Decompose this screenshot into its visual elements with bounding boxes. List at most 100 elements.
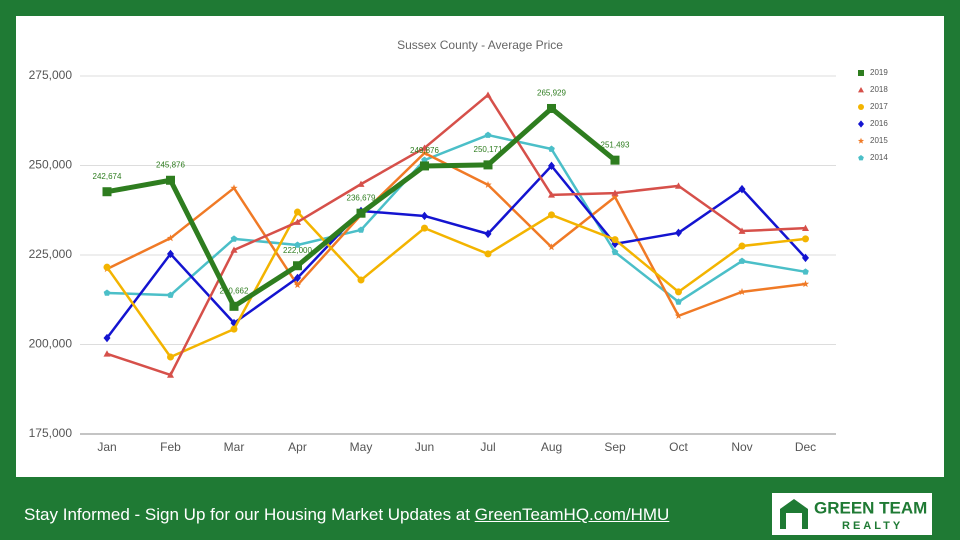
marker bbox=[858, 87, 864, 93]
data-label: 222,000 bbox=[283, 246, 312, 255]
marker bbox=[421, 156, 428, 163]
marker bbox=[421, 144, 428, 151]
marker bbox=[611, 248, 619, 255]
logo-graphic: GREEN TEAM REALTY bbox=[780, 498, 927, 532]
marker bbox=[294, 208, 301, 216]
marker bbox=[802, 253, 809, 263]
marker bbox=[294, 218, 301, 225]
marker bbox=[611, 189, 619, 196]
x-tick-label: Jan bbox=[97, 440, 116, 454]
marker bbox=[857, 137, 865, 144]
marker bbox=[675, 228, 682, 238]
chart-title: Sussex County - Average Price bbox=[397, 38, 563, 52]
marker bbox=[548, 211, 555, 219]
marker bbox=[611, 236, 619, 244]
footer-lead: Stay Informed - Sign Up for our Housing … bbox=[24, 505, 475, 524]
marker bbox=[858, 120, 864, 128]
x-tick-label: Sep bbox=[604, 440, 626, 454]
data-label: 250,171 bbox=[474, 145, 503, 154]
marker bbox=[547, 103, 556, 113]
marker bbox=[356, 208, 366, 218]
legend-label: 2016 bbox=[870, 119, 888, 128]
x-tick-label: Aug bbox=[541, 440, 562, 454]
legend-label: 2017 bbox=[870, 102, 888, 111]
y-tick-label: 275,000 bbox=[29, 68, 73, 82]
marker bbox=[167, 291, 174, 298]
marker bbox=[738, 242, 746, 250]
marker bbox=[293, 261, 302, 271]
marker bbox=[738, 227, 746, 234]
x-tick-label: Feb bbox=[160, 440, 181, 454]
chart: Sussex County - Average Price 175,000 200… bbox=[16, 16, 944, 477]
marker bbox=[167, 353, 174, 361]
marker bbox=[858, 70, 864, 76]
y-tick-label: 250,000 bbox=[29, 158, 73, 172]
marker bbox=[675, 182, 682, 189]
logo: GREEN TEAM REALTY bbox=[772, 493, 932, 535]
footer-link[interactable]: GreenTeamHQ.com/HMU bbox=[474, 505, 670, 524]
marker bbox=[801, 280, 810, 288]
marker bbox=[738, 288, 746, 295]
legend-label: 2019 bbox=[870, 68, 888, 77]
footer-text: Stay Informed - Sign Up for our Housing … bbox=[24, 505, 669, 525]
marker bbox=[166, 175, 175, 185]
data-label: 249,876 bbox=[410, 146, 439, 155]
legend-label: 2018 bbox=[870, 85, 888, 94]
series-line bbox=[106, 93, 806, 377]
marker bbox=[548, 191, 555, 198]
marker bbox=[293, 281, 302, 289]
y-tick-label: 175,000 bbox=[29, 426, 73, 440]
series-line bbox=[105, 210, 806, 359]
marker bbox=[357, 276, 365, 284]
marker bbox=[802, 235, 809, 243]
logo-house bbox=[780, 499, 808, 529]
marker bbox=[357, 180, 365, 187]
marker bbox=[421, 224, 428, 232]
marker bbox=[103, 350, 111, 357]
data-label: 242,674 bbox=[93, 172, 122, 181]
marker bbox=[484, 180, 492, 188]
marker bbox=[103, 289, 111, 296]
marker bbox=[610, 155, 620, 165]
marker bbox=[484, 131, 492, 138]
marker bbox=[230, 184, 238, 192]
marker bbox=[548, 145, 555, 152]
marker bbox=[167, 371, 174, 378]
legend-label: 2014 bbox=[870, 153, 888, 162]
legend-label: 2015 bbox=[870, 136, 888, 145]
data-label: 265,929 bbox=[537, 89, 566, 98]
y-tick-label: 200,000 bbox=[29, 337, 73, 351]
marker bbox=[738, 257, 746, 264]
chart-panel bbox=[16, 16, 944, 477]
marker bbox=[738, 184, 746, 194]
marker bbox=[858, 104, 864, 110]
data-label: 236,679 bbox=[347, 193, 376, 202]
marker bbox=[484, 91, 492, 98]
marker bbox=[858, 155, 864, 161]
marker bbox=[166, 234, 175, 242]
data-label: 245,876 bbox=[156, 160, 185, 169]
x-tick-label: Nov bbox=[731, 440, 752, 454]
marker bbox=[484, 229, 492, 239]
marker bbox=[230, 235, 238, 242]
logo-line1: GREEN TEAM bbox=[814, 498, 927, 517]
x-tick-label: May bbox=[350, 440, 373, 454]
series-line bbox=[106, 151, 806, 318]
marker bbox=[167, 249, 174, 259]
marker bbox=[102, 187, 112, 197]
marker bbox=[611, 193, 619, 201]
marker bbox=[420, 161, 429, 171]
x-tick-label: Oct bbox=[669, 440, 688, 454]
series-line bbox=[106, 164, 807, 339]
marker bbox=[294, 241, 301, 248]
marker bbox=[103, 333, 111, 343]
series-line bbox=[106, 133, 806, 304]
marker bbox=[420, 149, 429, 157]
x-tick-label: Jul bbox=[480, 440, 495, 454]
marker bbox=[675, 288, 682, 296]
data-label: 251,493 bbox=[601, 140, 630, 149]
marker bbox=[294, 273, 301, 283]
marker bbox=[421, 211, 428, 221]
marker bbox=[674, 312, 683, 319]
